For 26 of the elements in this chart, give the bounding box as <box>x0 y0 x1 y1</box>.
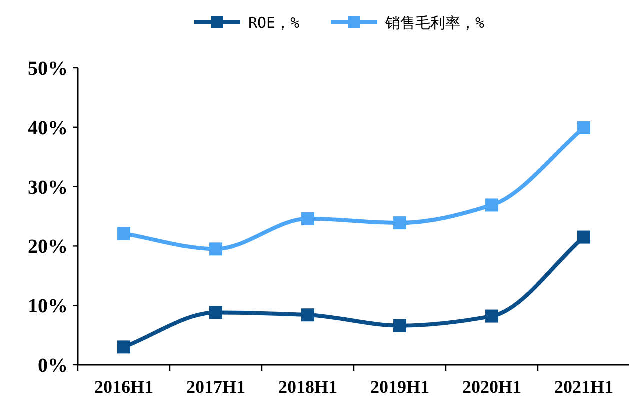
point <box>578 230 590 244</box>
point <box>578 121 590 134</box>
point <box>394 216 406 230</box>
x-tick-label: 2021H1 <box>554 377 614 397</box>
point <box>486 198 498 212</box>
point <box>302 308 314 322</box>
legend-label: 销售毛利率，% <box>384 14 485 32</box>
point <box>118 340 130 354</box>
point <box>302 212 314 226</box>
y-tick-label: 50% <box>28 58 68 80</box>
point <box>486 310 498 323</box>
y-tick-label: 30% <box>28 176 68 199</box>
point <box>210 242 222 256</box>
x-tick-label: 2017H1 <box>186 377 246 397</box>
y-tick-label: 20% <box>28 236 68 258</box>
point <box>118 227 130 240</box>
legend-label: ROE，% <box>248 14 300 32</box>
y-tick-label: 40% <box>28 117 68 140</box>
x-tick-label: 2018H1 <box>278 377 338 397</box>
x-tick-label: 2016H1 <box>94 377 154 397</box>
y-tick-label: 10% <box>28 296 68 318</box>
y-tick-label: 0% <box>38 355 68 377</box>
x-tick-label: 2020H1 <box>462 377 522 397</box>
point <box>210 306 222 320</box>
point <box>394 319 406 332</box>
x-tick-label: 2019H1 <box>370 377 430 397</box>
